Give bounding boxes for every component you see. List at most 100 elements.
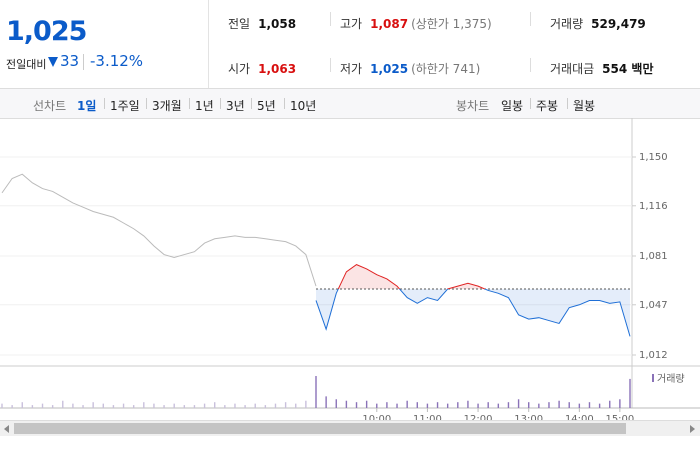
- volume-bar: [153, 403, 155, 408]
- volume-bar: [31, 405, 34, 408]
- volume-bar: [244, 405, 246, 408]
- volume-bar: [224, 405, 226, 408]
- separator: [530, 12, 531, 26]
- volume-bar: [629, 378, 631, 408]
- stat: 거래대금 554 백만: [550, 60, 653, 77]
- tab[interactable]: 5년: [257, 99, 276, 113]
- down-arrow: [48, 57, 58, 67]
- scroll-thumb[interactable]: [14, 423, 626, 434]
- tab-group-label: 선차트: [33, 99, 67, 113]
- y-tick-label: 1,047: [639, 300, 668, 311]
- scrollbar[interactable]: [0, 420, 700, 436]
- volume-bar: [132, 405, 135, 408]
- stat-value: 529,479: [591, 17, 646, 31]
- stat-label: 시가: [228, 62, 251, 76]
- volume-bar: [355, 402, 358, 408]
- y-tick-label: 1,081: [639, 251, 668, 262]
- stat-label: 저가: [340, 62, 363, 76]
- volume-bar: [386, 402, 388, 408]
- area-down: [316, 289, 630, 337]
- volume-bar: [528, 402, 530, 408]
- x-tick-label: 14:00: [565, 414, 594, 420]
- price-chart: 1,150 1,116 1,081 1,047 1,012 거래량 10:00 11:00 12…: [0, 118, 700, 420]
- volume-legend-swatch: [652, 374, 654, 382]
- volume-bar: [173, 403, 175, 408]
- tab-separator: [251, 98, 252, 109]
- tab[interactable]: 3년: [226, 99, 245, 113]
- change-rate: -3.12%: [90, 52, 144, 70]
- tab[interactable]: 주봉: [536, 99, 559, 113]
- tab[interactable]: 3개월: [152, 99, 182, 113]
- tab-separator: [530, 98, 531, 109]
- tab[interactable]: 월봉: [573, 99, 596, 113]
- volume-bar: [426, 403, 429, 408]
- volume-bar: [305, 400, 307, 408]
- volume-bar: [598, 403, 601, 408]
- volume-bar: [538, 403, 540, 408]
- tab[interactable]: 1일: [77, 99, 97, 113]
- tab[interactable]: 1주일: [110, 99, 140, 113]
- x-tick-label: 13:00: [514, 414, 543, 420]
- quote-header: 1,025 전일대비 33 -3.12% 전일 1,058 고가 1,087 (상한가…: [0, 0, 700, 89]
- volume-bar: [295, 403, 297, 408]
- volume-bar: [436, 402, 439, 408]
- separator: [530, 58, 531, 72]
- volume-bar: [92, 402, 94, 408]
- volume-bar: [568, 402, 570, 408]
- volume-bar: [112, 405, 115, 408]
- price-line: [1, 173, 317, 287]
- volume-bar: [214, 402, 216, 408]
- volume-bar: [203, 403, 206, 408]
- current-price: 1,025: [6, 16, 87, 47]
- volume-bar: [517, 399, 520, 408]
- tab-separator: [104, 98, 105, 109]
- volume-bar: [51, 405, 54, 408]
- x-tick-label: 10:00: [362, 414, 391, 420]
- stat-label: 거래대금: [550, 62, 595, 76]
- separator: [330, 12, 331, 26]
- stat: 시가 1,063: [228, 60, 296, 77]
- stat-note: (하한가 741): [411, 62, 481, 76]
- x-tick-label: 12:00: [464, 414, 493, 420]
- tab-group-label: 봉차트: [456, 99, 490, 113]
- y-tick-label: 1,012: [639, 350, 668, 361]
- volume-bar: [588, 402, 591, 408]
- volume-legend: 거래량: [657, 373, 685, 385]
- volume-bar: [609, 400, 611, 408]
- volume-bar: [102, 403, 104, 408]
- volume-bar: [365, 400, 368, 408]
- volume-bar: [396, 403, 398, 408]
- stat-value: 1,063: [258, 62, 297, 76]
- stat: 거래량 529,479: [550, 15, 646, 32]
- volume-bar: [234, 403, 236, 408]
- volume-bar: [163, 405, 165, 408]
- volume-bar: [457, 402, 459, 408]
- volume-bar: [41, 403, 44, 408]
- volume-bar: [264, 405, 267, 408]
- volume-bar: [406, 400, 408, 408]
- volume-bar: [193, 405, 196, 408]
- volume-bar: [143, 402, 145, 408]
- tab[interactable]: 일봉: [501, 99, 524, 113]
- stat-note: (상한가 1,375): [411, 17, 492, 31]
- volume-bar: [558, 400, 560, 408]
- volume-bar: [477, 403, 479, 408]
- x-tick-label: 11:00: [413, 414, 442, 420]
- volume-bar: [467, 400, 469, 408]
- price-line-up: [337, 264, 487, 289]
- tab[interactable]: 10년: [290, 99, 317, 113]
- change-label: 전일대비: [6, 58, 47, 71]
- quote-summary: 1,025 전일대비 33 -3.12%: [0, 0, 209, 88]
- volume-bar: [62, 400, 64, 408]
- stat-value: 554 백만: [602, 62, 654, 76]
- scroll-right[interactable]: [690, 425, 695, 433]
- tab[interactable]: 1년: [195, 99, 214, 113]
- volume-bar: [416, 402, 418, 408]
- scroll-left[interactable]: [4, 425, 9, 433]
- stat-value: 1,025: [370, 62, 409, 76]
- volume-bar: [446, 403, 449, 408]
- volume-bar: [274, 403, 277, 408]
- volume-bar: [619, 399, 621, 408]
- tab-separator: [220, 98, 221, 109]
